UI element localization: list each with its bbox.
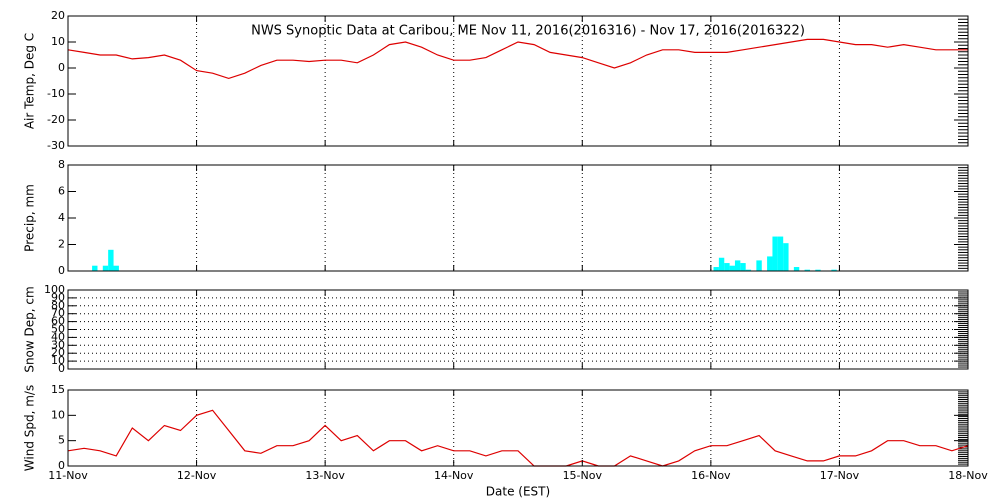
chart-title: NWS Synoptic Data at Caribou, ME Nov 11,… <box>251 24 805 39</box>
x-axis-label: Date (EST) <box>486 485 550 499</box>
y-tick-label: 10 <box>51 408 65 421</box>
bar <box>804 269 810 271</box>
x-tick-label: 13-Nov <box>305 469 345 482</box>
bar <box>102 265 109 271</box>
y-tick-label: 8 <box>58 158 65 171</box>
y-tick-label: 20 <box>51 9 65 22</box>
y-tick-label: 90 <box>51 291 65 304</box>
bar <box>831 269 837 271</box>
bar <box>713 267 719 271</box>
y-tick-label: 30 <box>51 338 65 351</box>
y-tick-label: 20 <box>51 346 65 359</box>
y-tick-label: 0 <box>58 61 65 74</box>
x-tick-label: 16-Nov <box>691 469 731 482</box>
x-tick-label: 14-Nov <box>434 469 474 482</box>
x-tick-label: 17-Nov <box>820 469 860 482</box>
y-tick-label: 6 <box>58 185 65 198</box>
y-tick-label: -20 <box>47 113 65 126</box>
bar <box>724 263 730 271</box>
bar <box>113 265 119 271</box>
y-tick-label: 40 <box>51 330 65 343</box>
bar <box>815 269 821 271</box>
y-tick-label: 4 <box>58 211 65 224</box>
y-tick-label: 5 <box>58 434 65 447</box>
y-tick-label: 15 <box>51 383 65 396</box>
bar <box>729 265 735 271</box>
bar <box>740 263 746 271</box>
y-tick-label: -30 <box>47 139 65 152</box>
bar <box>734 260 741 271</box>
y-tick-label: 2 <box>58 238 65 251</box>
bar <box>767 256 773 271</box>
bar <box>772 236 778 271</box>
y-tick-label: 0 <box>58 362 65 375</box>
y-tick-label: 60 <box>51 315 65 328</box>
bar <box>108 249 114 271</box>
bar <box>777 236 784 271</box>
bar <box>783 243 789 271</box>
y-tick-label: -10 <box>47 87 65 100</box>
x-tick-label: 18-Nov <box>948 469 988 482</box>
y-tick-label: 0 <box>58 459 65 472</box>
x-tick-label: 11-Nov <box>48 469 88 482</box>
bar <box>793 267 800 271</box>
line <box>67 38 968 80</box>
x-tick-label: 15-Nov <box>563 469 603 482</box>
y-tick-label: 80 <box>51 299 65 312</box>
y-tick-label: 50 <box>51 323 65 336</box>
y-tick-label: 70 <box>51 307 65 320</box>
line <box>67 409 969 467</box>
y-tick-label: 100 <box>44 283 65 296</box>
y-axis-label: Precip, mm <box>23 184 37 252</box>
x-tick-label: 12-Nov <box>177 469 217 482</box>
bar <box>92 265 98 271</box>
y-axis-label: Air Temp, Deg C <box>23 33 37 129</box>
plot-frame <box>67 289 969 370</box>
y-tick-label: 10 <box>51 35 65 48</box>
y-axis-label: Snow Dep, cm <box>23 286 37 372</box>
y-tick-label: 10 <box>51 354 65 367</box>
y-tick-label: 0 <box>58 264 65 277</box>
plot-frame <box>67 389 969 467</box>
plot-frame <box>67 15 969 147</box>
plot-frame <box>67 164 969 272</box>
y-axis-label: Wind Spd, m/s <box>23 385 37 471</box>
bar <box>756 260 762 271</box>
bar <box>718 257 725 271</box>
bar <box>745 269 752 271</box>
